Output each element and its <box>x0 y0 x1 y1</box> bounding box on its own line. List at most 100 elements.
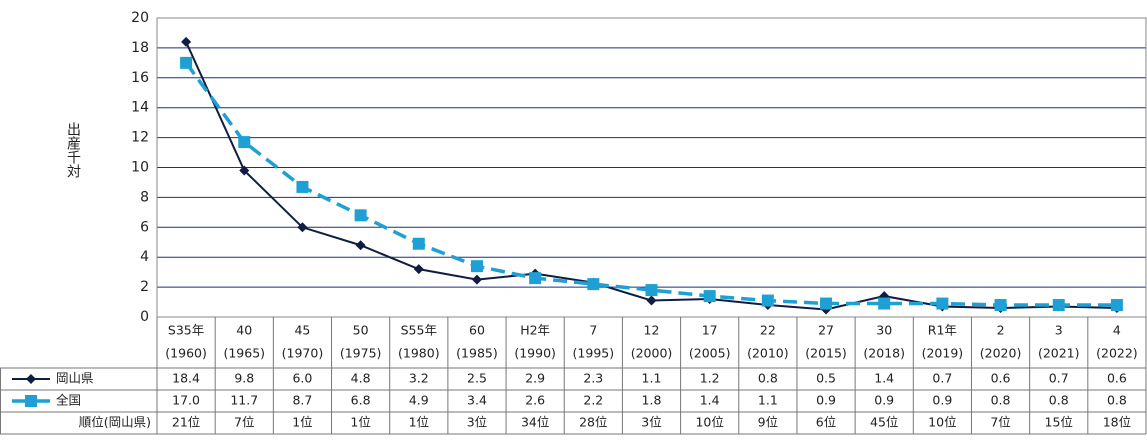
data-point <box>413 264 424 275</box>
y-tick-label: 2 <box>140 279 149 295</box>
series-line <box>185 41 1117 311</box>
legend-label: 全国 <box>56 393 81 408</box>
table-value: 0.7 <box>1049 371 1069 386</box>
table-value: 2.5 <box>467 371 487 386</box>
series-line <box>184 61 1117 307</box>
legend-label: 岡山県 <box>56 371 94 386</box>
table-value: 1.2 <box>700 371 720 386</box>
x-tick-label: 7 <box>589 323 597 338</box>
x-tick-sublabel: (2019) <box>922 346 964 361</box>
table-value: 6.8 <box>351 393 371 408</box>
data-point <box>1052 299 1065 312</box>
table-value: 1.4 <box>700 393 720 408</box>
rank-value: 3位 <box>467 415 487 430</box>
table-value: 0.9 <box>932 393 952 408</box>
x-tick-sublabel: (2018) <box>863 346 905 361</box>
data-point <box>471 274 482 285</box>
x-tick-label: 60 <box>469 323 485 338</box>
data-point <box>354 209 367 222</box>
rank-value: 34位 <box>521 415 549 430</box>
rank-value: 9位 <box>758 415 778 430</box>
table-value: 4.9 <box>409 393 429 408</box>
x-tick-label: 17 <box>702 323 718 338</box>
x-tick-sublabel: (1975) <box>340 346 382 361</box>
rank-value: 28位 <box>579 415 607 430</box>
x-tick-sublabel: (2020) <box>980 346 1022 361</box>
table-value: 2.9 <box>525 371 545 386</box>
data-point <box>936 297 949 310</box>
y-tick-label: 4 <box>140 249 149 265</box>
table-value: 0.5 <box>816 371 836 386</box>
rank-value: 3位 <box>641 415 661 430</box>
x-tick-label: H2年 <box>520 323 550 338</box>
table-value: 11.7 <box>230 393 258 408</box>
y-tick-label: 0 <box>140 309 149 325</box>
rank-row-label: 順位(岡山県) <box>79 415 151 430</box>
table-value: 3.2 <box>409 371 429 386</box>
x-tick-label: 40 <box>236 323 252 338</box>
x-tick-label: 30 <box>876 323 892 338</box>
table-value: 3.4 <box>467 393 487 408</box>
data-point <box>529 272 542 285</box>
table-value: 0.6 <box>1107 371 1127 386</box>
table-value: 1.8 <box>642 393 662 408</box>
x-tick-label: 12 <box>644 323 660 338</box>
rank-value: 10位 <box>695 415 723 430</box>
table-value: 4.8 <box>351 371 371 386</box>
data-point <box>761 294 774 307</box>
x-tick-label: 22 <box>760 323 776 338</box>
y-tick-label: 12 <box>131 130 149 146</box>
table-value: 0.8 <box>1049 393 1069 408</box>
data-point <box>296 180 309 193</box>
x-tick-label: 4 <box>1113 323 1121 338</box>
x-tick-sublabel: (1960) <box>165 346 207 361</box>
data-point <box>994 299 1007 312</box>
data-point <box>587 278 600 291</box>
table-value: 0.9 <box>874 393 894 408</box>
rank-value: 21位 <box>172 415 200 430</box>
data-point <box>181 36 192 47</box>
table-value: 8.7 <box>292 393 312 408</box>
x-tick-label: R1年 <box>928 323 957 338</box>
x-tick-label: 45 <box>294 323 310 338</box>
x-tick-label: S55年 <box>401 323 437 338</box>
data-point <box>297 222 308 233</box>
y-tick-label: 8 <box>140 189 149 205</box>
rank-value: 7位 <box>990 415 1010 430</box>
x-tick-sublabel: (2022) <box>1096 346 1138 361</box>
table-value: 1.1 <box>758 393 778 408</box>
y-tick-label: 20 <box>131 10 149 26</box>
rank-value: 15位 <box>1045 415 1073 430</box>
data-point <box>355 240 366 251</box>
y-tick-label: 10 <box>131 160 149 176</box>
y-axis-label: 出産千対 <box>65 122 81 178</box>
y-tick-label: 6 <box>140 219 149 235</box>
table-value: 0.6 <box>991 371 1011 386</box>
data-point <box>412 237 425 250</box>
rank-value: 18位 <box>1103 415 1131 430</box>
rank-value: 6位 <box>816 415 836 430</box>
rank-value: 45位 <box>870 415 898 430</box>
data-point <box>1110 299 1123 312</box>
table-value: 1.1 <box>642 371 662 386</box>
rank-value: 1位 <box>292 415 312 430</box>
x-tick-label: S35年 <box>168 323 204 338</box>
x-tick-label: 50 <box>353 323 369 338</box>
x-tick-sublabel: (1995) <box>573 346 615 361</box>
data-point <box>646 295 657 306</box>
x-tick-label: 2 <box>997 323 1005 338</box>
table-value: 18.4 <box>172 371 200 386</box>
x-tick-sublabel: (2010) <box>747 346 789 361</box>
y-tick-label: 18 <box>131 40 149 56</box>
y-tick-label: 16 <box>131 70 149 86</box>
table-value: 17.0 <box>172 393 200 408</box>
x-tick-sublabel: (1985) <box>456 346 498 361</box>
x-tick-sublabel: (1970) <box>282 346 324 361</box>
table-value: 0.7 <box>932 371 952 386</box>
x-tick-sublabel: (1980) <box>398 346 440 361</box>
data-point <box>470 260 483 273</box>
data-point <box>820 297 833 310</box>
table-value: 2.3 <box>583 371 603 386</box>
rank-value: 1位 <box>350 415 370 430</box>
